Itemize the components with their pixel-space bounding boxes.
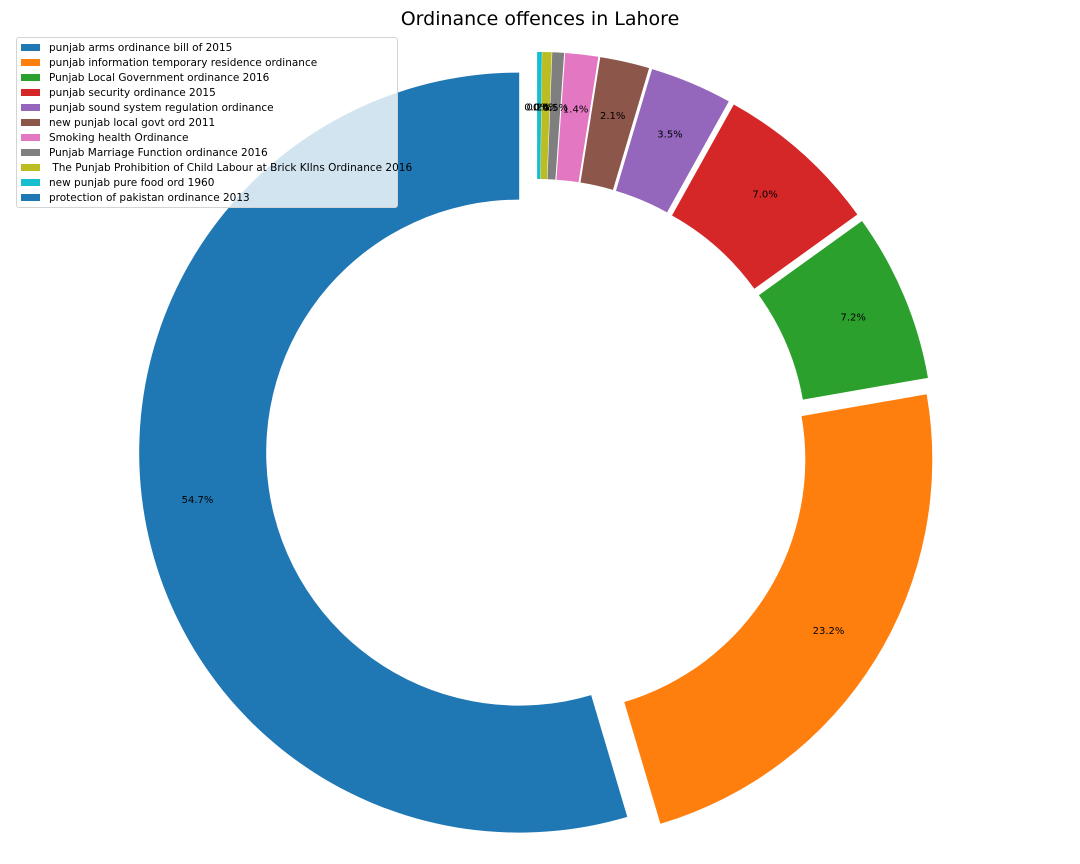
legend-item-0: punjab arms ordinance bill of 2015 (17, 40, 397, 55)
pct-label-7: 0.5% (543, 103, 568, 114)
legend-label: protection of pakistan ordinance 2013 (49, 191, 250, 204)
legend-swatch (21, 59, 40, 66)
legend-label: new punjab pure food ord 1960 (49, 176, 215, 189)
legend-swatch (21, 44, 40, 51)
legend-label: Punjab Local Government ordinance 2016 (49, 71, 270, 84)
legend-label: new punjab local govt ord 2011 (49, 116, 216, 129)
pct-label-5: 2.1% (600, 111, 625, 122)
donut-slice-9 (537, 52, 542, 180)
pct-label-0: 54.7% (182, 495, 214, 506)
legend-item-7: Punjab Marriage Function ordinance 2016 (17, 145, 397, 160)
legend-item-5: new punjab local govt ord 2011 (17, 115, 397, 130)
legend-item-10: protection of pakistan ordinance 2013 (17, 190, 397, 205)
pct-label-2: 7.2% (840, 313, 865, 324)
pct-label-8: 0.4% (533, 103, 558, 114)
legend-label: Punjab Marriage Function ordinance 2016 (49, 146, 268, 159)
legend-item-3: punjab security ordinance 2015 (17, 85, 397, 100)
chart-title: Ordinance offences in Lahore (400, 8, 680, 30)
pct-label-6: 1.4% (563, 105, 588, 116)
legend-label: punjab sound system regulation ordinance (49, 101, 274, 114)
donut-slice-2 (758, 221, 928, 400)
donut-slice-8 (540, 52, 552, 180)
chart-legend: punjab arms ordinance bill of 2015 punjab… (16, 37, 412, 208)
legend-item-6: Smoking health Ordinance (17, 130, 397, 145)
donut-slices (139, 52, 933, 833)
donut-slice-7 (547, 52, 565, 180)
legend-swatch (21, 194, 40, 201)
donut-slice-3 (672, 104, 858, 289)
pct-label-1: 23.2% (813, 626, 845, 637)
legend-label: The Punjab Prohibition of Child Labour a… (49, 161, 413, 174)
legend-swatch (21, 149, 40, 156)
pct-label-9: 0.2% (526, 103, 551, 114)
legend-swatch (21, 104, 40, 111)
donut-slice-0 (139, 72, 628, 833)
legend-swatch (21, 74, 40, 81)
legend-swatch (21, 179, 40, 186)
legend-item-4: punjab sound system regulation ordinance (17, 100, 397, 115)
legend-item-9: new punjab pure food ord 1960 (17, 175, 397, 190)
donut-slice-5 (580, 57, 650, 190)
donut-slice-4 (615, 69, 729, 213)
legend-item-8: The Punjab Prohibition of Child Labour a… (17, 160, 412, 175)
legend-label: Smoking health Ordinance (49, 131, 189, 144)
pct-label-10: 0.0% (524, 103, 549, 114)
legend-item-2: Punjab Local Government ordinance 2016 (17, 70, 397, 85)
legend-label: punjab information temporary residence o… (49, 56, 318, 69)
legend-item-1: punjab information temporary residence o… (17, 55, 397, 70)
legend-label: punjab arms ordinance bill of 2015 (49, 41, 233, 54)
legend-swatch (21, 119, 40, 126)
legend-label: punjab security ordinance 2015 (49, 86, 216, 99)
legend-swatch (21, 134, 40, 141)
legend-swatch (21, 89, 40, 96)
donut-slice-6 (556, 53, 599, 183)
pct-label-4: 3.5% (657, 129, 682, 140)
percentage-labels: 54.7% 23.2% 7.2% 7.0% 3.5% 2.1% 1.4%0.5%0.4%0.… (182, 103, 866, 638)
pct-label-3: 7.0% (752, 189, 777, 200)
legend-swatch (21, 164, 40, 171)
donut-slice-1 (624, 394, 933, 824)
